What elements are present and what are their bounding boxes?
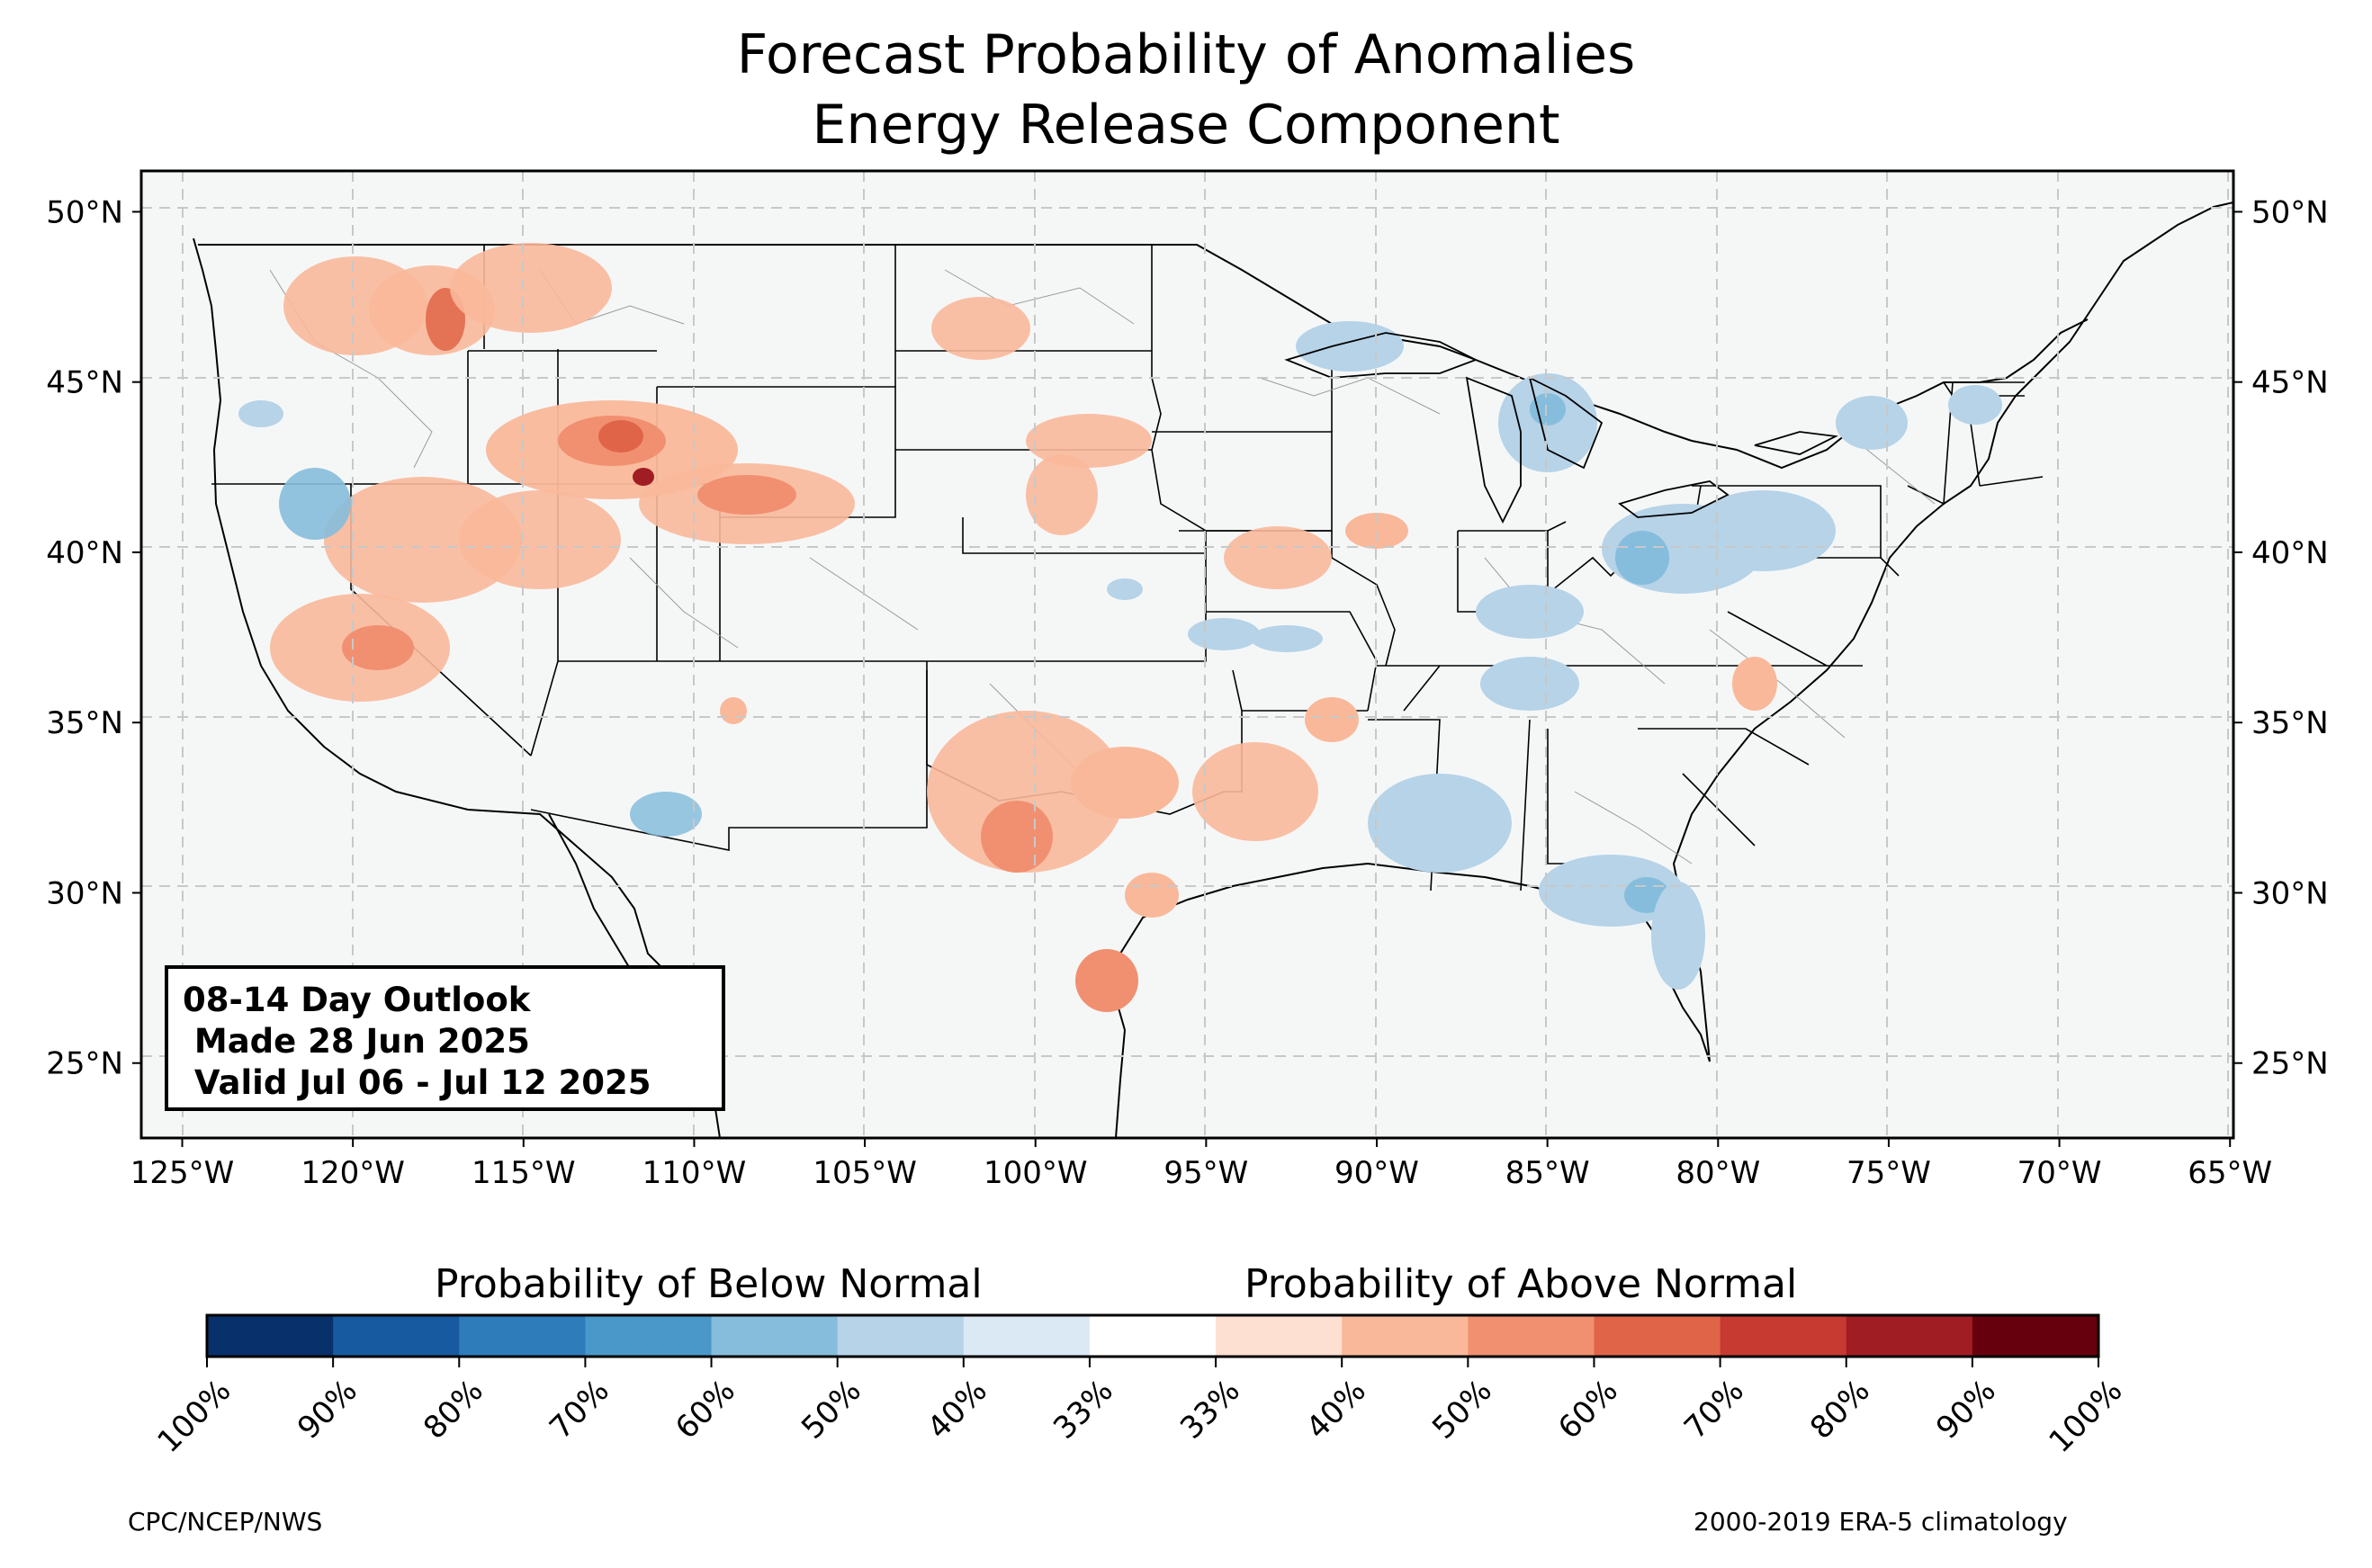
above-normal-anomalies [270, 243, 1777, 1012]
latitude-label: 30°N [2251, 875, 2329, 911]
longitude-label: 100°W [984, 1155, 1088, 1191]
longitude-label: 110°W [642, 1155, 747, 1191]
latitude-label: 50°N [2251, 194, 2329, 230]
outlook-info-box: 08-14 Day Outlook Made 28 Jun 2025 Valid… [165, 965, 725, 1111]
latitude-label: 40°N [2251, 535, 2329, 571]
footer-climatology: 2000-2019 ERA-5 climatology [1694, 1507, 2068, 1537]
colorbar-swatch [963, 1315, 1091, 1357]
colorbar-swatch [1594, 1315, 1721, 1357]
longitude-label: 105°W [813, 1155, 917, 1191]
latitude-label: 40°N [46, 535, 123, 571]
footer-source: CPC/NCEP/NWS [128, 1507, 323, 1537]
colorbar [205, 1313, 2100, 1367]
latitude-label: 50°N [46, 194, 123, 230]
colorbar-swatch [333, 1315, 460, 1357]
longitude-label: 85°W [1505, 1155, 1590, 1191]
colorbar-swatch [459, 1315, 586, 1357]
colorbar-border [205, 1313, 2100, 1358]
longitude-label: 115°W [472, 1155, 576, 1191]
latitude-labels-right: 50°N 45°N 40°N 35°N 30°N 25°N [2233, 194, 2329, 1082]
longitude-label: 75°W [1846, 1155, 1931, 1191]
us-canada-border [198, 244, 2089, 470]
map-title-line1: Forecast Probability of Anomalies [736, 23, 1636, 86]
great-lakes [1284, 332, 1839, 524]
colorbar-swatch [585, 1315, 713, 1357]
colorbar-swatch [1972, 1315, 2099, 1357]
colorbar-swatch [1089, 1315, 1217, 1357]
outlook-valid-range: Valid Jul 06 - Jul 12 2025 [183, 1063, 651, 1102]
latitude-label: 25°N [2251, 1046, 2329, 1082]
latitude-label: 45°N [2251, 365, 2329, 401]
colorbar-swatch [711, 1315, 839, 1357]
colorbar-swatch [1216, 1315, 1343, 1357]
longitude-label: 70°W [2017, 1155, 2102, 1191]
colorbar-swatch [1468, 1315, 1595, 1357]
outlook-made-date: Made 28 Jun 2025 [183, 1022, 530, 1061]
latitude-label: 35°N [46, 705, 123, 741]
colorbar-swatch [837, 1315, 965, 1357]
latitude-label: 35°N [2251, 705, 2329, 741]
longitude-label: 95°W [1164, 1155, 1248, 1191]
map-frame [139, 169, 2235, 1140]
gulf-coastline [1114, 202, 2233, 1062]
colorbar-swatch [207, 1315, 334, 1357]
latitude-label: 25°N [46, 1046, 123, 1082]
colorbar-swatch [1342, 1315, 1469, 1357]
outlook-period: 08-14 Day Outlook [183, 981, 531, 1019]
longitude-label: 65°W [2188, 1155, 2272, 1191]
latitude-label: 30°N [46, 875, 123, 911]
longitude-label: 125°W [130, 1155, 235, 1191]
longitude-label: 90°W [1334, 1155, 1419, 1191]
colorbar-swatch [1720, 1315, 1847, 1357]
longitude-label: 80°W [1676, 1155, 1760, 1191]
map-title-line2: Energy Release Component [812, 94, 1560, 157]
map-contents [141, 171, 2233, 1138]
longitude-labels: 125°W 120°W 115°W 110°W 105°W 100°W 95°W 90°W 85… [130, 1138, 2272, 1191]
colorbar-above-label: Probability of Above Normal [1244, 1261, 1798, 1307]
latitude-labels-left: 50°N 45°N 40°N 35°N 30°N 25°N [46, 194, 141, 1082]
latitude-label: 45°N [46, 365, 123, 401]
colorbar-below-label: Probability of Below Normal [435, 1261, 983, 1307]
longitude-label: 120°W [301, 1155, 405, 1191]
colorbar-swatch [1846, 1315, 1973, 1357]
